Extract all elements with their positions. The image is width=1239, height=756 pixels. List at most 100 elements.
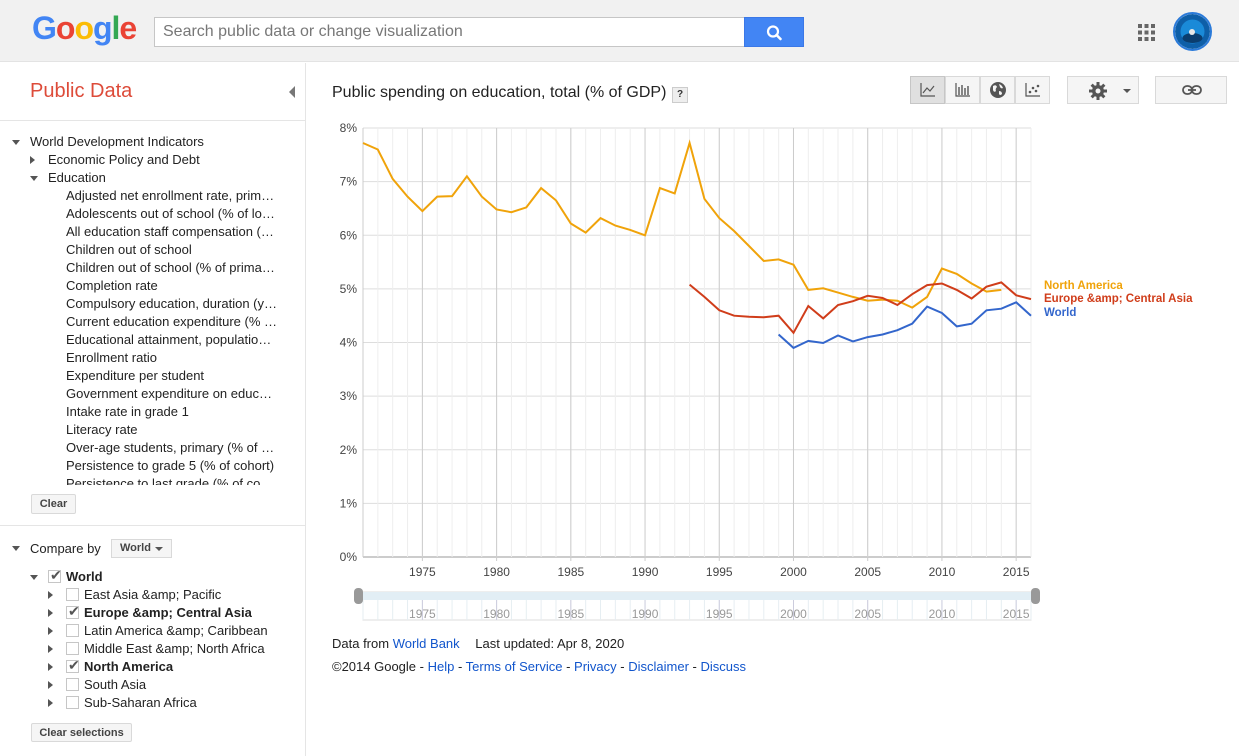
region-item[interactable]: North America xyxy=(0,656,300,676)
series-line-0[interactable] xyxy=(362,139,1002,309)
region-item[interactable]: Latin America &amp; Caribbean xyxy=(0,622,300,640)
search-button[interactable] xyxy=(744,17,804,47)
world-bank-link[interactable]: World Bank xyxy=(392,636,460,651)
help-link[interactable]: Help xyxy=(427,659,455,674)
indicator-item[interactable]: Government expenditure on educ… xyxy=(0,385,290,403)
region-checkbox[interactable] xyxy=(66,602,80,620)
help-icon[interactable]: ? xyxy=(672,87,688,103)
scatter-chart-button[interactable] xyxy=(1015,76,1050,104)
tree-node[interactable]: World Development Indicators xyxy=(0,133,290,151)
indicator-item[interactable]: Current education expenditure (% … xyxy=(0,313,290,331)
copyright: ©2014 Google xyxy=(332,659,417,674)
collapse-sidebar-icon[interactable] xyxy=(288,86,296,98)
expanded-arrow-icon[interactable] xyxy=(30,176,38,181)
indicator-item[interactable]: Adolescents out of school (% of lo… xyxy=(0,205,290,223)
series-line-1[interactable] xyxy=(688,281,1032,335)
region-label: North America xyxy=(84,659,174,674)
x-tick-label: 2000 xyxy=(780,565,807,579)
region-item[interactable]: Europe &amp; Central Asia xyxy=(0,602,300,622)
collapsed-arrow-icon[interactable] xyxy=(48,681,53,689)
compare-by-dropdown[interactable]: World xyxy=(111,539,172,558)
tree-label: Over-age students, primary (% of … xyxy=(66,440,275,455)
collapsed-arrow-icon[interactable] xyxy=(48,591,53,599)
region-checkbox[interactable] xyxy=(66,588,79,601)
region-item[interactable]: Sub-Saharan Africa xyxy=(0,694,300,712)
indicator-item[interactable]: Enrollment ratio xyxy=(0,349,290,367)
avatar[interactable] xyxy=(1173,12,1212,51)
indicator-item[interactable]: Educational attainment, populatio… xyxy=(0,331,290,349)
link-button[interactable] xyxy=(1155,76,1227,104)
privacy-link[interactable]: Privacy xyxy=(574,659,617,674)
region-checkbox[interactable] xyxy=(66,624,79,637)
tree-label: Expenditure per student xyxy=(66,368,205,383)
tree-label: Enrollment ratio xyxy=(66,350,158,365)
timeline-range-band xyxy=(363,592,1031,600)
series-label[interactable]: North America xyxy=(1044,280,1123,292)
scatter-chart-icon xyxy=(1024,83,1040,97)
timeline-tick-label: 2015 xyxy=(1003,607,1030,621)
line-chart-button[interactable] xyxy=(910,76,945,104)
collapsed-arrow-icon[interactable] xyxy=(48,627,53,635)
indicator-item[interactable]: Adjusted net enrollment rate, prim… xyxy=(0,187,290,205)
discuss-link[interactable]: Discuss xyxy=(700,659,746,674)
indicator-item[interactable]: Completion rate xyxy=(0,277,290,295)
timeline-tick-label: 1990 xyxy=(632,607,659,621)
compare-expand-icon[interactable] xyxy=(12,546,20,551)
region-item[interactable]: South Asia xyxy=(0,676,300,694)
collapsed-arrow-icon[interactable] xyxy=(48,699,53,707)
region-checkbox[interactable] xyxy=(66,678,79,691)
x-tick-label: 1995 xyxy=(706,565,733,579)
google-logo[interactable]: Google xyxy=(32,10,137,47)
timeline-right-handle[interactable] xyxy=(1031,588,1040,604)
clear-selections-button[interactable]: Clear selections xyxy=(31,723,132,742)
region-label: Middle East &amp; North Africa xyxy=(84,641,265,656)
indicator-item[interactable]: Persistence to grade 5 (% of cohort) xyxy=(0,457,290,475)
collapsed-arrow-icon[interactable] xyxy=(48,645,53,653)
y-tick-label: 4% xyxy=(340,336,358,350)
series-label[interactable]: World xyxy=(1044,307,1076,319)
tree-label: All education staff compensation (… xyxy=(66,224,274,239)
apps-grid-icon[interactable] xyxy=(1138,24,1155,41)
region-checkbox[interactable] xyxy=(48,566,62,584)
separator: - xyxy=(688,659,701,674)
settings-button[interactable] xyxy=(1067,76,1139,104)
indicator-item[interactable]: Persistence to last grade (% of co… xyxy=(0,475,290,485)
tree-label: Economic Policy and Debt xyxy=(48,152,200,167)
logo-letter: e xyxy=(119,10,137,46)
region-label: Europe &amp; Central Asia xyxy=(84,605,252,620)
disclaimer-link[interactable]: Disclaimer xyxy=(628,659,689,674)
region-item[interactable]: Middle East &amp; North Africa xyxy=(0,640,300,658)
clear-button[interactable]: Clear xyxy=(31,494,76,514)
collapsed-arrow-icon[interactable] xyxy=(30,156,35,164)
timeline-left-handle[interactable] xyxy=(354,588,363,604)
expanded-arrow-icon[interactable] xyxy=(12,140,20,145)
divider xyxy=(0,525,305,526)
tree-node[interactable]: Economic Policy and Debt xyxy=(0,151,290,169)
search-input[interactable] xyxy=(154,17,745,47)
indicator-item[interactable]: All education staff compensation (… xyxy=(0,223,290,241)
series-label[interactable]: Europe &amp; Central Asia xyxy=(1044,293,1193,305)
indicator-item[interactable]: Compulsory education, duration (y… xyxy=(0,295,290,313)
expanded-arrow-icon[interactable] xyxy=(30,575,38,580)
top-bar: Google xyxy=(0,0,1239,62)
indicator-item[interactable]: Literacy rate xyxy=(0,421,290,439)
indicator-item[interactable]: Intake rate in grade 1 xyxy=(0,403,290,421)
indicator-item[interactable]: Over-age students, primary (% of … xyxy=(0,439,290,457)
indicator-item[interactable]: Children out of school (% of prima… xyxy=(0,259,290,277)
collapsed-arrow-icon[interactable] xyxy=(48,663,53,671)
region-label: East Asia &amp; Pacific xyxy=(84,587,222,602)
logo-letter: G xyxy=(32,10,57,46)
collapsed-arrow-icon[interactable] xyxy=(48,609,53,617)
region-checkbox[interactable] xyxy=(66,696,79,709)
indicator-item[interactable]: Expenditure per student xyxy=(0,367,290,385)
region-item[interactable]: World xyxy=(0,566,300,586)
region-checkbox[interactable] xyxy=(66,656,80,674)
bar-chart-button[interactable] xyxy=(945,76,980,104)
map-button[interactable] xyxy=(980,76,1015,104)
series-line-2[interactable] xyxy=(777,301,1032,350)
indicator-item[interactable]: Children out of school xyxy=(0,241,290,259)
region-checkbox[interactable] xyxy=(66,642,79,655)
tree-node[interactable]: Education xyxy=(0,169,290,187)
terms-link[interactable]: Terms of Service xyxy=(465,659,563,674)
region-item[interactable]: East Asia &amp; Pacific xyxy=(0,586,300,604)
